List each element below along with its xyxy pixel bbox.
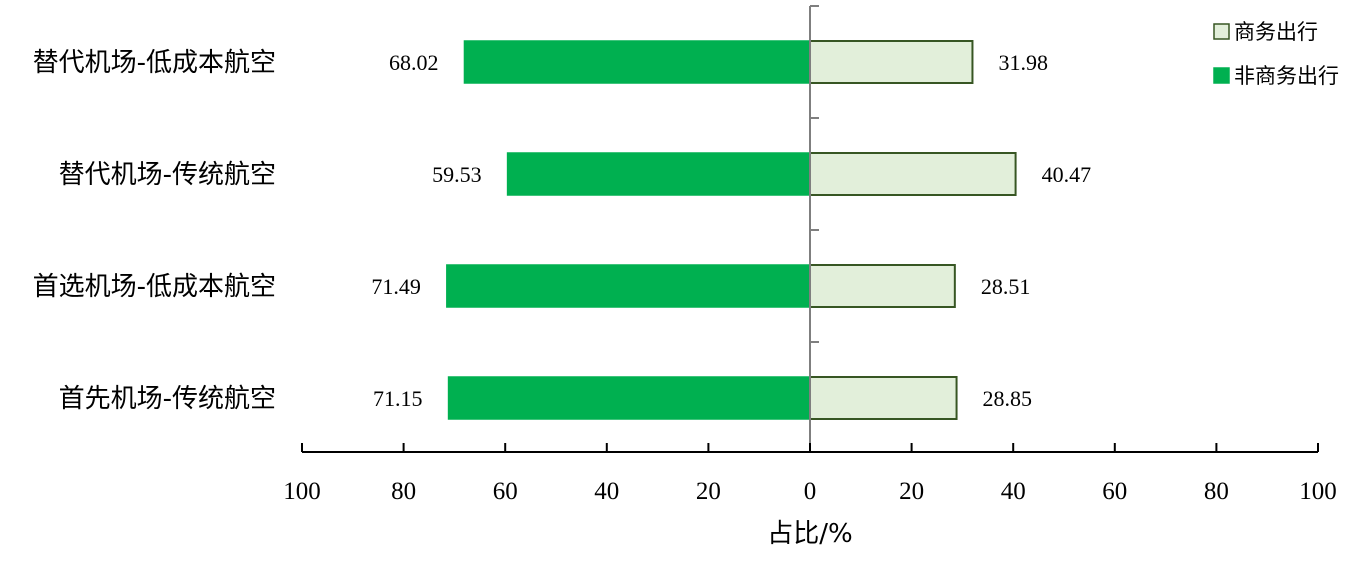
legend-swatch-1: [1213, 67, 1230, 84]
value-label-right-3: 28.85: [983, 386, 1033, 411]
x-tick-label-8: 60: [1102, 478, 1127, 505]
bar-right-1: [809, 152, 1017, 196]
x-tick-label-1: 80: [391, 478, 416, 505]
x-tick-label-10: 100: [1299, 478, 1337, 505]
bar-right-3: [809, 376, 958, 420]
x-tick-label-9: 80: [1204, 478, 1229, 505]
x-tick-label-4: 20: [696, 478, 721, 505]
x-tick-label-6: 20: [899, 478, 924, 505]
value-label-right-1: 40.47: [1042, 162, 1092, 187]
x-tick-label-3: 40: [594, 478, 619, 505]
x-tick-label-0: 100: [283, 478, 321, 505]
bars-group: [446, 40, 1017, 420]
axes-group: 100 80 60 40 20 0 20 40 60 80 100 占比/%: [283, 5, 1337, 549]
labels-group: 68.02 31.98 替代机场-低成本航空 59.53 40.47 替代机场-传统航空 7…: [33, 48, 1091, 414]
bar-right-0: [809, 40, 974, 84]
category-label-2: 首选机场-低成本航空: [33, 272, 276, 302]
x-tick-label-7: 40: [1001, 478, 1026, 505]
legend-label-1: 非商务出行: [1234, 64, 1339, 88]
x-tick-label-5: 0: [804, 478, 817, 505]
x-tick-label-2: 60: [493, 478, 518, 505]
bar-right-2: [809, 264, 956, 308]
value-label-left-0: 68.02: [389, 50, 439, 75]
category-label-1: 替代机场-传统航空: [59, 160, 276, 190]
bar-left-2: [446, 264, 811, 308]
value-label-left-2: 71.49: [371, 274, 421, 299]
value-label-right-2: 28.51: [981, 274, 1031, 299]
category-label-0: 替代机场-低成本航空: [33, 48, 276, 78]
value-label-left-1: 59.53: [432, 162, 482, 187]
x-axis-title: 占比/%: [767, 519, 852, 549]
bar-left-3: [447, 376, 811, 420]
bar-left-0: [463, 40, 811, 84]
value-label-right-0: 31.98: [998, 50, 1048, 75]
bar-left-1: [506, 152, 811, 196]
legend-label-0: 商务出行: [1234, 20, 1318, 44]
legend-swatch-0: [1213, 23, 1230, 40]
value-label-left-3: 71.15: [373, 386, 423, 411]
category-label-3: 首先机场-传统航空: [59, 384, 276, 414]
